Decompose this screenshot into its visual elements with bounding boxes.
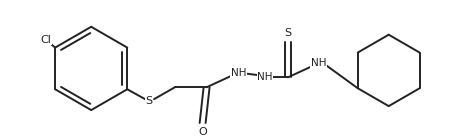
- Text: Cl: Cl: [41, 35, 51, 45]
- Text: NH: NH: [257, 72, 273, 82]
- Text: NH: NH: [231, 68, 246, 78]
- Text: NH: NH: [311, 59, 326, 68]
- Text: S: S: [146, 96, 153, 106]
- Text: S: S: [285, 28, 292, 38]
- Text: O: O: [198, 127, 207, 137]
